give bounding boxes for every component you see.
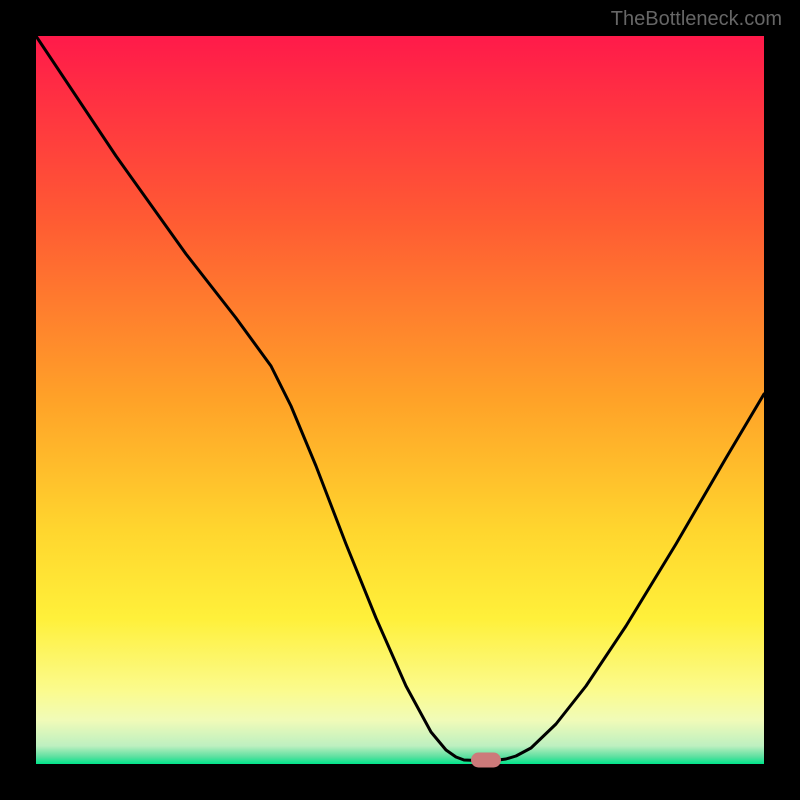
watermark-text: TheBottleneck.com: [611, 8, 782, 31]
bottleneck-marker: [471, 753, 501, 768]
bottleneck-chart: [36, 36, 764, 764]
bottleneck-curve: [36, 36, 764, 764]
